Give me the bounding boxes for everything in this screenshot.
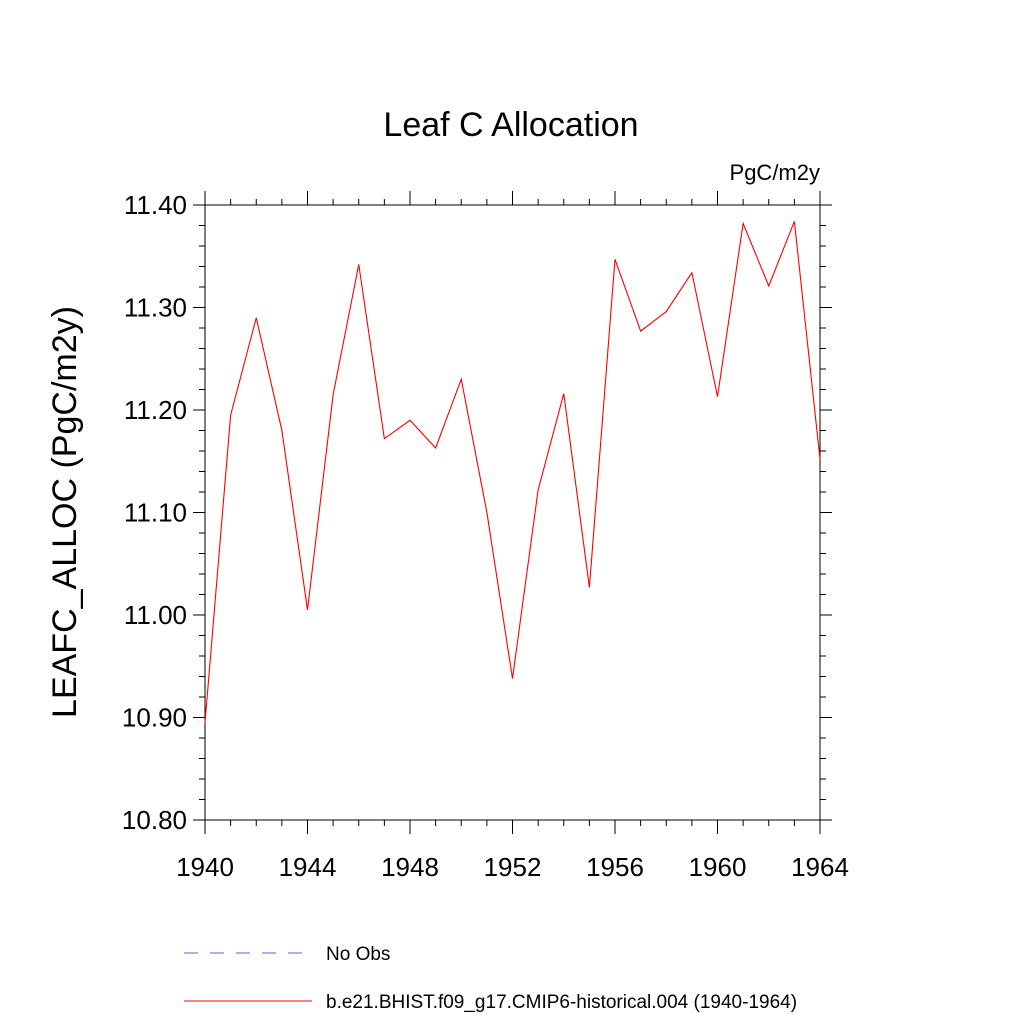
chart-title: Leaf C Allocation — [383, 106, 638, 144]
x-tick-label: 1952 — [484, 852, 542, 882]
x-tick-label: 1940 — [176, 852, 234, 882]
legend-label-historical: b.e21.BHIST.f09_g17.CMIP6-historical.004… — [326, 992, 797, 1013]
x-tick-label: 1960 — [689, 852, 747, 882]
x-tick-label: 1956 — [586, 852, 644, 882]
x-tick-label: 1948 — [381, 852, 439, 882]
y-tick-label: 11.10 — [124, 498, 187, 528]
legend: No Obs b.e21.BHIST.f09_g17.CMIP6-histori… — [184, 944, 797, 1013]
legend-label-no-obs: No Obs — [326, 944, 390, 965]
y-axis-label: LEAFC_ALLOC (PgC/m2y) — [46, 306, 84, 718]
x-tick-label: 1944 — [279, 852, 337, 882]
y-tick-label: 11.40 — [124, 190, 187, 220]
y-tick-label: 10.80 — [122, 805, 187, 835]
plot-area: 10.80 10.90 11.00 11.10 11.20 11.30 11.40 1940 1… — [122, 190, 849, 882]
x-tick-label: 1964 — [791, 852, 849, 882]
y-tick-label: 10.90 — [122, 703, 187, 733]
y-tick-label: 11.20 — [124, 395, 187, 425]
y-tick-label: 11.00 — [124, 600, 187, 630]
y-tick-label: 11.30 — [124, 293, 187, 323]
plot-frame — [204, 204, 821, 821]
units-label: PgC/m2y — [730, 160, 820, 185]
series-line — [204, 221, 821, 723]
